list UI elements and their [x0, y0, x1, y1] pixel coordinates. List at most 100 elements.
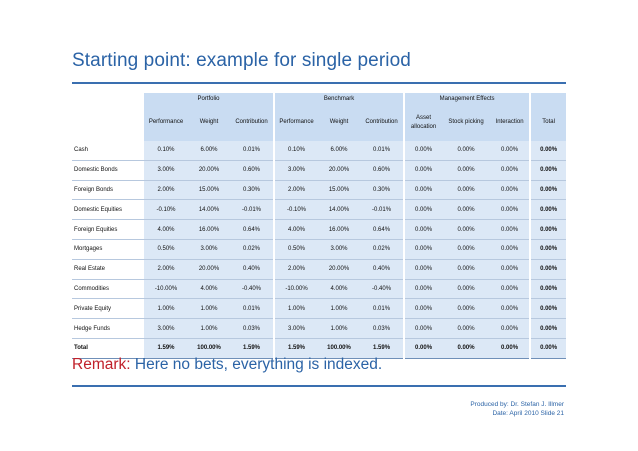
table-cell: 0.00%: [490, 318, 531, 339]
row-label: Mortgages: [74, 246, 103, 253]
table-cell: 0.00%: [442, 259, 491, 280]
table-body: Cash 0.10% 6.00% 0.01% 0.10% 6.00% 0.01% 0.00% 0…: [72, 141, 567, 359]
table-row: Real Estate 2.00% 20.00% 0.40% 2.00% 20.00% 0.…: [72, 259, 567, 280]
table-row: Domestic Bonds 3.00% 20.00% 0.60% 3.00% 20.00…: [72, 160, 567, 181]
table-cell: 0.00%: [490, 219, 531, 240]
table-cell: 0.00%: [442, 279, 491, 299]
row-label: Cash: [74, 147, 89, 154]
table-cell: 0.00%: [529, 239, 567, 260]
row-label: Private Equity: [74, 305, 112, 312]
table-cell: 100.00%: [188, 338, 230, 359]
table-cell: 0.00%: [529, 298, 567, 319]
table-cell: 100.00%: [318, 338, 361, 359]
slide-title: Starting point: example for single perio…: [72, 50, 411, 71]
table-cell: 0.03%: [360, 318, 405, 339]
table-cell: 2.00%: [273, 259, 319, 280]
table-row: Private Equity 1.00% 1.00% 0.01% 1.00% 1.00% 0…: [72, 298, 567, 319]
table-cell: 0.00%: [403, 298, 443, 319]
table-cell: 0.00%: [403, 279, 443, 299]
table-cell: 0.00%: [442, 318, 491, 339]
table-cell: 15.00%: [188, 180, 230, 200]
table-cell: -0.40%: [230, 279, 275, 299]
column-header: Interaction: [490, 104, 531, 141]
table-cell: -10.00%: [144, 279, 188, 299]
table-cell: 14.00%: [188, 199, 230, 220]
table-cell: 0.00%: [403, 338, 443, 359]
table-cell: 16.00%: [318, 219, 361, 240]
table-cell: 0.30%: [230, 180, 275, 200]
table-cell: 0.00%: [442, 160, 491, 181]
table-row: Hedge Funds 3.00% 1.00% 0.03% 3.00% 1.00% 0.03…: [72, 318, 567, 339]
column-header: Stock picking: [442, 104, 491, 141]
table-cell: 0.00%: [403, 141, 443, 161]
table-cell: 6.00%: [188, 141, 230, 161]
table-cell: 2.00%: [273, 180, 319, 200]
table-cell: 1.00%: [188, 298, 230, 319]
table-cell: -0.01%: [230, 199, 275, 220]
table-cell: 0.00%: [490, 338, 531, 359]
table-cell: 0.00%: [403, 180, 443, 200]
table-cell: 15.00%: [318, 180, 361, 200]
table-row: Domestic Equities -0.10% 14.00% -0.01% -0.10…: [72, 199, 567, 220]
table-cell: 0.00%: [529, 160, 567, 181]
group-header-total-spacer: [529, 93, 567, 104]
table-cell: 1.00%: [318, 298, 361, 319]
table-cell: 0.00%: [529, 180, 567, 200]
table-cell: 0.00%: [490, 259, 531, 280]
table-cell: 20.00%: [318, 160, 361, 181]
table-cell: 0.10%: [144, 141, 188, 161]
table-cell: 0.01%: [360, 298, 405, 319]
group-header-portfolio: Portfolio: [144, 93, 275, 104]
group-header-management-effects: Management Effects: [403, 93, 531, 104]
table-cell: 0.64%: [360, 219, 405, 240]
table-cell: 0.10%: [273, 141, 319, 161]
table-cell: 20.00%: [188, 160, 230, 181]
table-cell: 4.00%: [188, 279, 230, 299]
table-cell: 16.00%: [188, 219, 230, 240]
table-cell: 2.00%: [144, 259, 188, 280]
table-cell: 1.00%: [273, 298, 319, 319]
row-label: Total: [72, 338, 144, 359]
table-cell: 0.00%: [529, 318, 567, 339]
table-cell: 0.64%: [230, 219, 275, 240]
table-cell: 3.00%: [273, 160, 319, 181]
group-header-spacer: [72, 93, 144, 104]
table-cell: 14.00%: [318, 199, 361, 220]
column-header: Contribution: [230, 104, 275, 141]
table-cell: 1.59%: [360, 338, 405, 359]
table-cell: 0.00%: [490, 199, 531, 220]
table-cell: 20.00%: [188, 259, 230, 280]
table-cell: 4.00%: [144, 219, 188, 240]
table-cell: 0.02%: [230, 239, 275, 260]
table-cell: -0.10%: [273, 199, 319, 220]
table-cell: 0.00%: [403, 199, 443, 220]
table-cell: 0.00%: [529, 338, 567, 359]
table-cell: 0.60%: [360, 160, 405, 181]
row-label: Hedge Funds: [74, 325, 111, 332]
table-cell: 0.40%: [230, 259, 275, 280]
table-cell: 0.00%: [490, 239, 531, 260]
table-cell: 0.00%: [442, 239, 491, 260]
table-cell: 4.00%: [273, 219, 319, 240]
row-label: Commodities: [74, 285, 110, 292]
table-cell: 0.01%: [360, 141, 405, 161]
table-cell: 0.00%: [490, 141, 531, 161]
table-cell: 0.02%: [360, 239, 405, 260]
table-cell: 1.59%: [230, 338, 275, 359]
table-cell: 3.00%: [273, 318, 319, 339]
slide-footer: Produced by: Dr. Stefan J. Illmer Date: …: [470, 400, 564, 418]
bottom-divider: [72, 385, 566, 387]
table-cell: 1.00%: [144, 298, 188, 319]
table-cell: 0.00%: [442, 338, 491, 359]
remark: Remark: Here no bets, everything is inde…: [72, 356, 382, 374]
table-cell: 4.00%: [318, 279, 361, 299]
table-cell: 0.01%: [230, 298, 275, 319]
table-cell: 0.00%: [529, 141, 567, 161]
table-cell: 1.59%: [273, 338, 319, 359]
table-cell: 3.00%: [144, 160, 188, 181]
column-header: Weight: [318, 104, 361, 141]
table-cell: 0.00%: [442, 141, 491, 161]
table-cell: 0.00%: [403, 239, 443, 260]
table-row: Foreign Bonds 2.00% 15.00% 0.30% 2.00% 15.00%…: [72, 180, 567, 200]
table-cell: 0.00%: [529, 259, 567, 280]
